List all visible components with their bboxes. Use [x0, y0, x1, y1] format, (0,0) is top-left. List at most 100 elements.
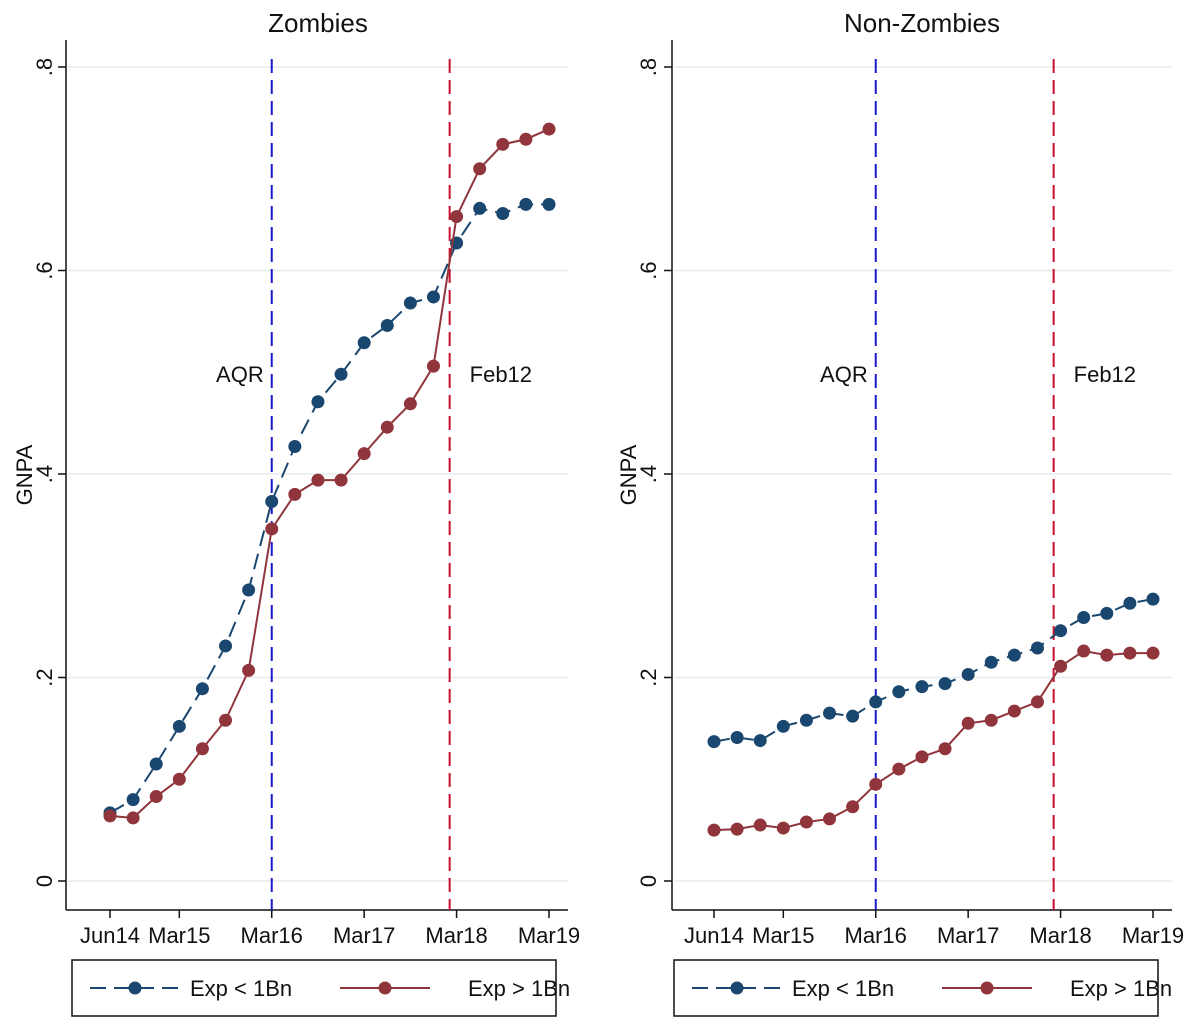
legend-label: Exp < 1Bn — [190, 976, 292, 1001]
data-point — [823, 706, 837, 720]
data-point — [961, 716, 975, 730]
x-tick-label: Mar19 — [1122, 923, 1184, 948]
data-point — [869, 695, 883, 709]
data-point — [126, 793, 140, 807]
data-point — [799, 815, 813, 829]
data-point — [984, 655, 998, 669]
data-point — [1146, 592, 1160, 606]
series-line — [109, 203, 549, 814]
data-point — [1007, 648, 1021, 662]
data-point — [103, 809, 117, 823]
data-point — [938, 677, 952, 691]
x-tick-label: Mar16 — [241, 923, 303, 948]
data-point — [707, 735, 721, 749]
data-point — [961, 667, 975, 681]
data-point — [542, 197, 556, 211]
data-point — [519, 197, 533, 211]
y-axis-label: GNPA — [616, 444, 641, 505]
data-point — [380, 318, 394, 332]
data-point — [776, 719, 790, 733]
x-tick-label: Mar15 — [752, 923, 814, 948]
legend-label: Exp > 1Bn — [468, 976, 570, 1001]
data-point — [892, 762, 906, 776]
data-point — [799, 713, 813, 727]
data-point — [195, 682, 209, 696]
legend-marker — [980, 981, 994, 995]
data-point — [311, 395, 325, 409]
data-point — [1146, 646, 1160, 660]
data-point — [1077, 644, 1091, 658]
data-point — [288, 487, 302, 501]
data-point — [730, 731, 744, 745]
data-point — [496, 207, 510, 221]
data-point — [753, 734, 767, 748]
data-point — [869, 777, 883, 791]
data-point — [846, 709, 860, 723]
reference-line-label: AQR — [216, 362, 264, 387]
data-point — [357, 447, 371, 461]
data-point — [311, 473, 325, 487]
y-tick-label: .2 — [32, 668, 57, 686]
data-point — [265, 494, 279, 508]
x-tick-label: Jun14 — [80, 923, 140, 948]
data-point — [519, 132, 533, 146]
data-point — [219, 713, 233, 727]
legend-label: Exp < 1Bn — [792, 976, 894, 1001]
y-tick-label: .4 — [32, 465, 57, 483]
data-point — [380, 420, 394, 434]
data-point — [776, 821, 790, 835]
y-tick-label: .4 — [636, 465, 661, 483]
y-tick-label: .8 — [636, 58, 661, 76]
chart-title: Zombies — [268, 8, 368, 38]
data-point — [450, 210, 464, 224]
x-tick-label: Mar18 — [425, 923, 487, 948]
x-tick-label: Jun14 — [684, 923, 744, 948]
x-tick-label: Mar19 — [518, 923, 580, 948]
data-point — [219, 639, 233, 653]
reference-line-label: AQR — [820, 362, 868, 387]
data-point — [1100, 606, 1114, 620]
data-point — [334, 473, 348, 487]
data-point — [1030, 695, 1044, 709]
y-tick-label: .8 — [32, 58, 57, 76]
data-point — [1054, 624, 1068, 638]
y-tick-label: .6 — [32, 261, 57, 279]
reference-line-label: Feb12 — [1074, 362, 1136, 387]
x-tick-label: Mar16 — [845, 923, 907, 948]
y-axis-label: GNPA — [12, 444, 37, 505]
reference-line-label: Feb12 — [470, 362, 532, 387]
data-point — [1100, 648, 1114, 662]
legend-marker — [128, 981, 142, 995]
data-point — [288, 440, 302, 454]
data-point — [984, 713, 998, 727]
data-point — [938, 742, 952, 756]
legend-marker — [378, 981, 392, 995]
data-point — [149, 790, 163, 804]
data-point — [823, 812, 837, 826]
data-point — [473, 201, 487, 215]
y-tick-label: .2 — [636, 668, 661, 686]
data-point — [915, 680, 929, 694]
data-point — [172, 772, 186, 786]
data-point — [846, 800, 860, 814]
y-tick-label: .6 — [636, 261, 661, 279]
data-point — [1007, 704, 1021, 718]
data-point — [542, 122, 556, 136]
data-point — [242, 583, 256, 597]
chart-panel-1: Zombies 0 .2 .4 .6 .8 GNPA Jun14 Mar15 Mar16 Mar17… — [12, 8, 580, 1017]
data-point — [172, 719, 186, 733]
x-tick-label: Mar18 — [1029, 923, 1091, 948]
data-point — [1123, 596, 1137, 610]
data-point — [730, 822, 744, 836]
chart-title: Non-Zombies — [844, 8, 1000, 38]
data-point — [1123, 646, 1137, 660]
data-point — [1077, 610, 1091, 624]
data-point — [473, 162, 487, 176]
y-tick-label: 0 — [636, 875, 661, 887]
y-tick-label: 0 — [32, 875, 57, 887]
data-point — [915, 750, 929, 764]
data-point — [1030, 641, 1044, 655]
data-point — [334, 367, 348, 381]
x-tick-label: Mar17 — [333, 923, 395, 948]
